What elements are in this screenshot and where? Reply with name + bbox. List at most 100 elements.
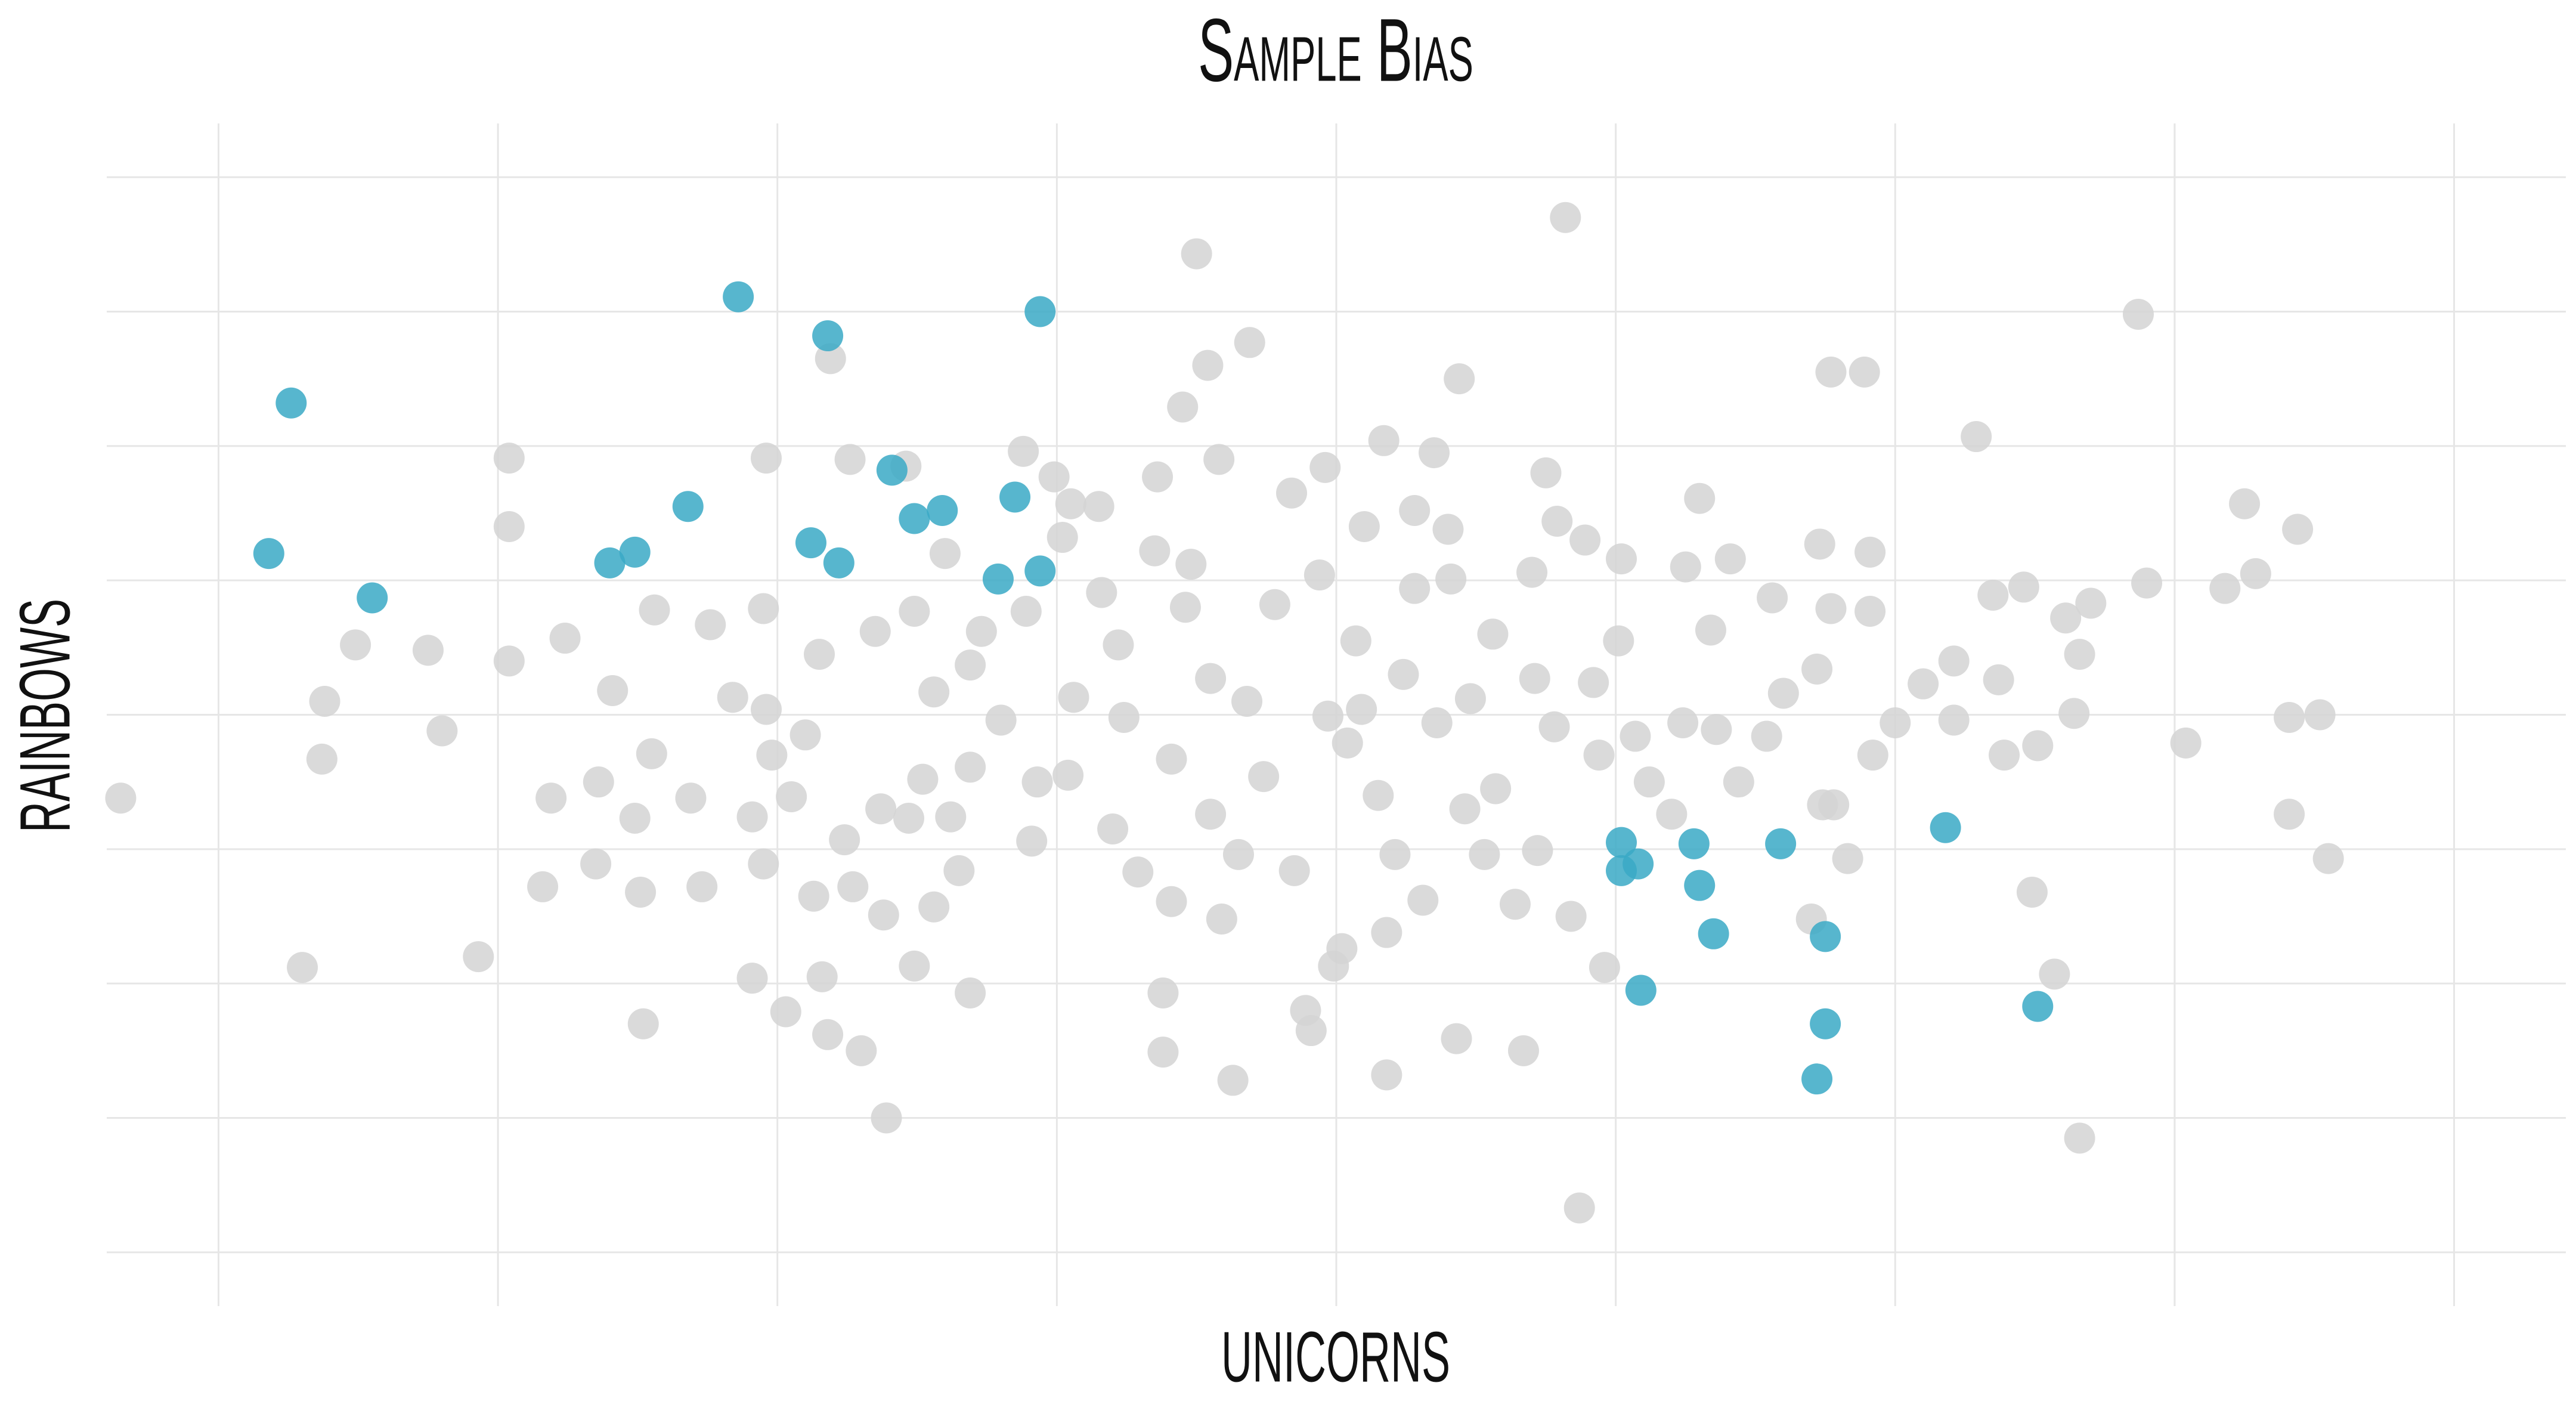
point bbox=[871, 1102, 902, 1134]
point bbox=[1206, 904, 1237, 935]
point bbox=[695, 609, 726, 641]
point bbox=[597, 675, 628, 706]
point bbox=[1083, 491, 1114, 522]
point bbox=[1606, 827, 1637, 858]
point bbox=[1606, 855, 1637, 886]
point bbox=[868, 899, 899, 931]
point bbox=[1519, 663, 1550, 694]
point bbox=[1086, 577, 1117, 608]
point bbox=[1195, 799, 1227, 830]
point bbox=[1555, 901, 1587, 932]
point bbox=[1751, 720, 1782, 752]
point bbox=[1058, 682, 1089, 713]
point bbox=[1399, 494, 1431, 526]
point bbox=[789, 719, 821, 751]
point bbox=[1052, 759, 1084, 791]
point bbox=[1507, 1035, 1539, 1066]
point bbox=[770, 996, 801, 1028]
point bbox=[675, 782, 707, 814]
point bbox=[1684, 870, 1716, 901]
point bbox=[1849, 356, 1880, 388]
point bbox=[1603, 625, 1634, 657]
point bbox=[1195, 663, 1227, 694]
point bbox=[2274, 799, 2305, 830]
point bbox=[1765, 828, 1797, 859]
point bbox=[275, 387, 307, 419]
point bbox=[1620, 720, 1651, 752]
point bbox=[1606, 543, 1637, 575]
point bbox=[748, 593, 779, 624]
point bbox=[1714, 543, 1746, 575]
point bbox=[1757, 582, 1788, 614]
point bbox=[1670, 551, 1701, 583]
point bbox=[1441, 1023, 1472, 1054]
point bbox=[2274, 702, 2305, 734]
point bbox=[1977, 579, 2009, 611]
point bbox=[2039, 958, 2070, 990]
point bbox=[955, 977, 986, 1008]
point bbox=[859, 615, 891, 647]
point bbox=[1469, 839, 1500, 870]
point bbox=[1016, 825, 1048, 857]
point bbox=[625, 876, 657, 908]
point bbox=[2131, 567, 2163, 599]
point bbox=[1938, 645, 1970, 677]
point bbox=[1530, 457, 1562, 488]
point bbox=[1169, 592, 1201, 623]
point bbox=[1583, 740, 1615, 771]
point bbox=[1008, 435, 1039, 467]
point bbox=[1346, 694, 1377, 725]
point bbox=[795, 527, 826, 559]
point bbox=[1815, 356, 1847, 388]
point bbox=[309, 685, 340, 717]
point bbox=[1371, 917, 1402, 948]
point bbox=[1801, 653, 1833, 685]
point bbox=[1175, 549, 1207, 580]
point bbox=[2075, 587, 2107, 619]
point bbox=[1276, 477, 1308, 509]
point bbox=[1097, 813, 1129, 845]
point bbox=[1578, 667, 1609, 698]
point bbox=[1295, 1015, 1327, 1047]
point bbox=[493, 645, 525, 677]
point bbox=[1477, 618, 1509, 650]
point bbox=[1010, 595, 1042, 627]
point bbox=[965, 615, 997, 647]
point bbox=[1278, 855, 1310, 886]
point bbox=[1340, 625, 1371, 657]
point bbox=[1516, 556, 1548, 588]
point bbox=[865, 793, 897, 825]
point bbox=[1024, 555, 1056, 587]
point bbox=[412, 635, 444, 666]
point bbox=[1930, 812, 1961, 843]
point bbox=[2170, 727, 2202, 759]
point bbox=[686, 871, 718, 902]
point bbox=[1983, 664, 2014, 695]
point bbox=[1024, 296, 1056, 327]
point bbox=[907, 763, 939, 795]
point bbox=[1046, 522, 1078, 553]
point bbox=[1368, 425, 1400, 456]
point bbox=[672, 491, 704, 522]
point bbox=[2022, 730, 2054, 762]
point bbox=[619, 536, 651, 568]
point bbox=[1038, 461, 1070, 493]
point bbox=[1222, 839, 1254, 870]
point bbox=[1961, 421, 1992, 453]
point bbox=[1815, 593, 1847, 624]
point bbox=[1419, 437, 1450, 469]
point bbox=[1633, 766, 1665, 798]
point bbox=[2008, 571, 2039, 603]
point bbox=[1480, 773, 1512, 805]
point bbox=[846, 1035, 877, 1066]
point bbox=[2122, 298, 2154, 330]
point bbox=[1695, 614, 1726, 646]
point bbox=[1810, 1008, 1841, 1039]
point bbox=[2209, 573, 2241, 604]
point bbox=[1684, 482, 1716, 514]
point bbox=[899, 950, 930, 982]
point bbox=[834, 444, 866, 475]
point bbox=[287, 952, 318, 983]
point bbox=[627, 1008, 659, 1039]
point bbox=[1449, 793, 1481, 825]
